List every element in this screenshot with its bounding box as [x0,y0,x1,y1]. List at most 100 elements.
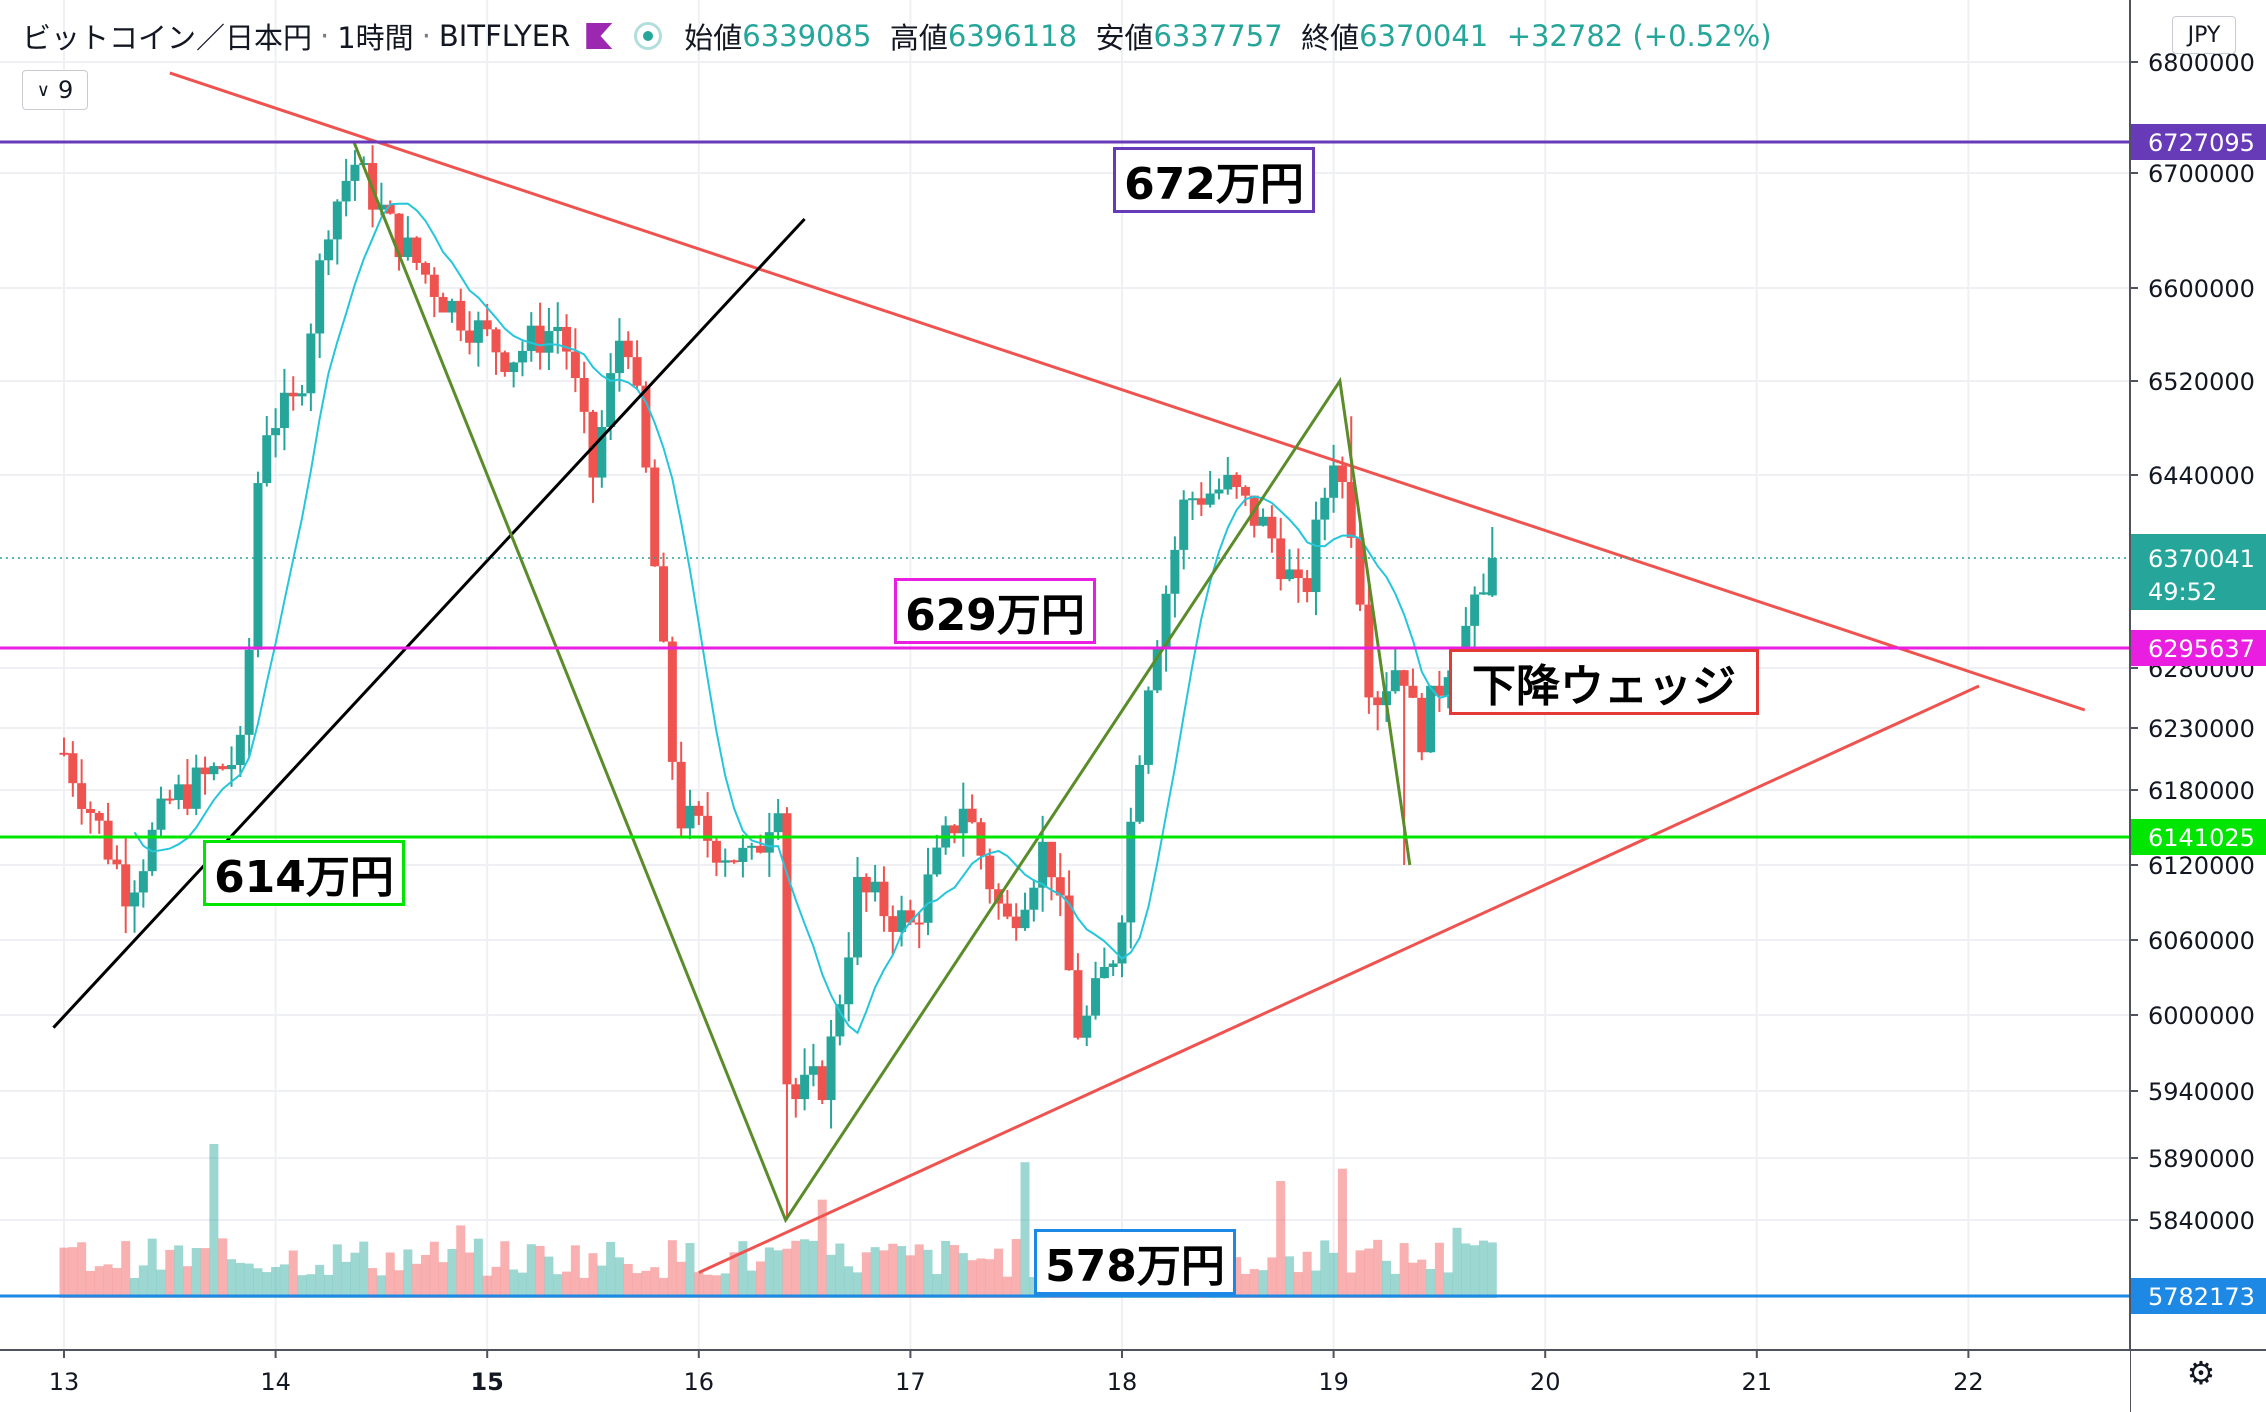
x-tick-label: 15 [470,1368,503,1396]
volume-bar [509,1269,519,1298]
close-value: 6370041 [1359,19,1489,53]
candle-body [553,326,563,332]
price-badge-label: 6141025 [2148,824,2255,852]
volume-bar [1285,1256,1295,1298]
volume-bar [817,1199,827,1298]
volume-bar [1399,1243,1409,1298]
volume-bar [182,1266,192,1298]
volume-bar [808,1240,818,1298]
x-tick-label: 19 [1318,1368,1349,1396]
price-badge-label: 5782173 [2148,1283,2255,1311]
candle-body [738,847,748,863]
low-label: 安値 [1095,21,1154,55]
indicator-collapse-button[interactable]: ∨ 9 [22,70,88,110]
volume-bar [121,1241,131,1298]
volume-bar [1029,1277,1039,1298]
candle-body [1170,549,1180,594]
close-label: 終値 [1301,21,1360,55]
candle-body [121,864,131,907]
volume-bar [923,1249,933,1298]
volume-bar [720,1273,730,1298]
volume-bar [1329,1252,1339,1298]
gear-icon[interactable]: ⚙ [2186,1354,2216,1392]
volume-bar [1408,1262,1418,1298]
candle-body [1390,670,1400,692]
volume-bar [985,1259,995,1298]
y-tick-label: 6180000 [2148,777,2255,805]
candle-body [1478,592,1488,595]
candle-body [562,326,572,352]
volume-bar [879,1250,889,1298]
candle-body [1205,493,1215,505]
candle-body [1064,895,1074,971]
volume-bar [138,1265,148,1298]
candle-body [218,766,228,770]
volume-bar [156,1269,166,1298]
note-614[interactable]: 614万円 [203,840,405,906]
volume-bar [579,1277,589,1298]
volume-bar [641,1270,651,1298]
volume-bar [1461,1243,1471,1298]
candle-body [456,300,466,331]
volume-bar [764,1247,774,1298]
note-672[interactable]: 672万円 [1113,147,1315,213]
volume-bar [711,1275,721,1298]
candle-body [659,566,669,642]
candle-body [1267,516,1277,539]
candle-body [341,180,351,202]
volume-bar [1382,1260,1391,1298]
volume-bar [694,1272,704,1298]
candle-body [59,752,69,755]
volume-bar [1426,1268,1436,1298]
candle-body [1293,569,1303,579]
volume-bar [1276,1181,1286,1298]
candle-body [1329,465,1339,498]
candle-body [1408,685,1418,698]
candle-body [1470,594,1480,626]
volume-bar [465,1252,475,1298]
volume-bar [1470,1245,1480,1298]
y-tick-label: 6230000 [2148,715,2255,743]
y-tick-label: 6440000 [2148,462,2255,490]
open-value: 6339085 [742,19,872,53]
volume-bar [597,1265,607,1298]
x-tick-label: 21 [1742,1368,1773,1396]
interval-label[interactable]: 1時間 [337,21,414,55]
volume-layer [59,1143,1497,1298]
candle-body [1188,498,1198,501]
volume-bar [500,1241,510,1298]
volume-bar [1011,1239,1021,1298]
candle-body [667,641,677,762]
candle-body [491,329,501,353]
volume-bar [85,1270,95,1298]
low-value: 6337757 [1153,19,1283,53]
grid-layer [0,0,2130,1350]
volume-bar [235,1262,245,1298]
symbol-name[interactable]: ビットコイン／日本円 [22,21,313,55]
market-status-icon[interactable] [634,22,663,50]
candle-body [1002,903,1012,917]
flag-icon[interactable] [586,23,613,49]
volume-bar [341,1261,351,1298]
volume-bar [614,1257,624,1298]
candle-body [817,1066,827,1101]
wedge-upper-trendline [169,71,2086,712]
volume-bar [368,1268,378,1298]
note-629[interactable]: 629万円 [894,578,1096,644]
candle-body [888,916,898,932]
candle-body [782,813,792,1085]
volume-bar [756,1261,766,1298]
x-tick-label: 14 [260,1368,291,1396]
currency-button[interactable]: JPY [2172,16,2236,54]
volume-bar [438,1262,448,1298]
volume-bar [870,1247,880,1298]
candle-body [985,855,995,890]
volume-bar [773,1250,783,1298]
note-578[interactable]: 578万円 [1034,1229,1236,1295]
volume-bar [1311,1270,1321,1298]
pattern-label[interactable]: 下降ウェッジ [1449,649,1759,715]
price-axis-bg [2130,0,2266,1412]
volume-bar [191,1247,201,1298]
candle-body [756,845,766,853]
